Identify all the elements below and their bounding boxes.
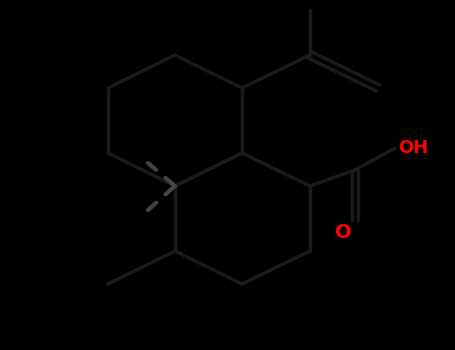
Text: OH: OH (398, 139, 428, 157)
Text: O: O (335, 223, 351, 241)
